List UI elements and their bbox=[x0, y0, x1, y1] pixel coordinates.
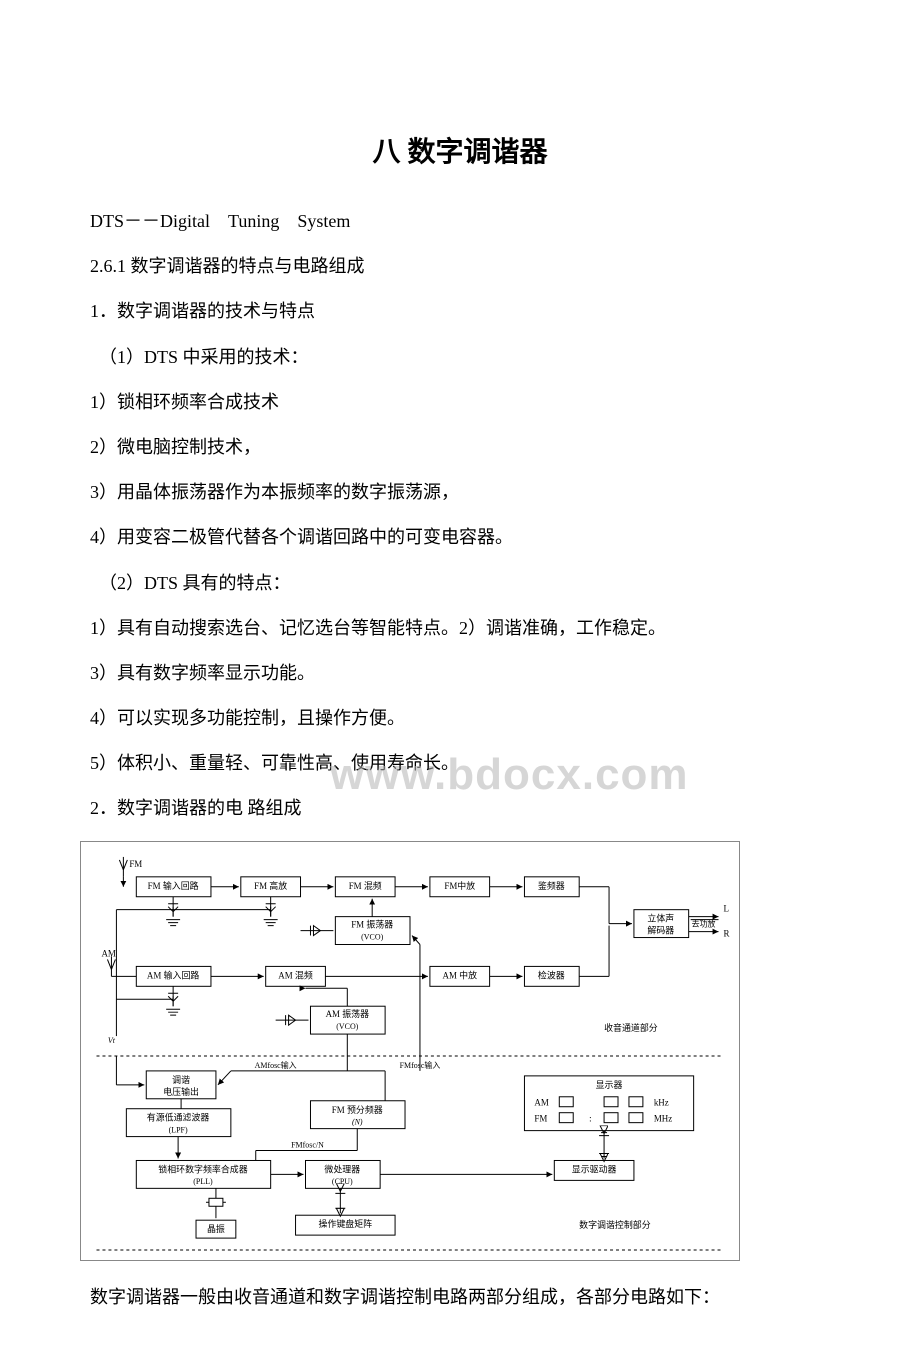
varactor-icon bbox=[166, 986, 180, 1015]
fm-antenna-label: FM bbox=[129, 859, 142, 869]
fm-vco-label: (VCO) bbox=[361, 932, 383, 941]
am-vco-label: (VCO) bbox=[336, 1022, 358, 1031]
fm-osc-block: FM 振荡器 bbox=[351, 918, 393, 929]
block-diagram: FM FM 输入回路 FM 高放 FM 混频 FM中放 鉴频器 FM 振荡器 (… bbox=[80, 841, 830, 1266]
text-line: 3）用晶体振荡器作为本振频率的数字振荡源， bbox=[90, 471, 830, 514]
mhz-label: MHz bbox=[654, 1113, 672, 1123]
text-line: 2）微电脑控制技术， bbox=[90, 426, 830, 469]
disp-drv-block: 显示驱动器 bbox=[572, 1164, 617, 1174]
text-line: 4）可以实现多功能控制，且操作方便。 bbox=[90, 697, 830, 740]
crystal-icon bbox=[206, 1198, 226, 1206]
lpf-label: (LPF) bbox=[169, 1125, 188, 1134]
tuning-block: 调谐 bbox=[172, 1075, 190, 1085]
fm-fn-label: FMfosc/N bbox=[291, 1140, 324, 1149]
text-line: 5）体积小、重量轻、可靠性高、使用寿命长。 bbox=[90, 742, 830, 785]
varactor-icon bbox=[166, 896, 180, 925]
radio-section-label: 收音通道部分 bbox=[604, 1022, 658, 1033]
text-line: 2.6.1 数字调谐器的特点与电路组成 bbox=[90, 245, 830, 288]
ctrl-section-label: 数字调谐控制部分 bbox=[579, 1219, 651, 1230]
display-block: 显示器 bbox=[596, 1080, 623, 1090]
am-input-block: AM 输入回路 bbox=[147, 969, 199, 980]
pll-label: (PLL) bbox=[193, 1177, 213, 1186]
fm-disc-block: 鉴频器 bbox=[538, 879, 565, 890]
l-output-label: L bbox=[723, 903, 728, 913]
am-antenna-label: AM bbox=[101, 948, 115, 958]
cpu-block: 微处理器 bbox=[324, 1163, 360, 1174]
prediv-block: FM 预分频器 bbox=[332, 1103, 383, 1114]
prediv-n-label: (N) bbox=[352, 1117, 363, 1126]
pll-block: 锁相环数字频率合成器 bbox=[158, 1163, 247, 1174]
text-line: 1．数字调谐器的技术与特点 bbox=[90, 290, 830, 333]
keyboard-block: 操作键盘矩阵 bbox=[318, 1218, 372, 1229]
text-line: （2）DTS 具有的特点： bbox=[90, 562, 830, 605]
svg-text::: : bbox=[589, 1113, 591, 1123]
text-line: DTS－－Digital Tuning System bbox=[90, 200, 830, 243]
am-mix-block: AM 混频 bbox=[278, 969, 313, 980]
text-line: 4）用变容二极管代替各个调谐回路中的可变电容器。 bbox=[90, 516, 830, 559]
am-fosc-label: AMfosc输入 bbox=[255, 1059, 297, 1069]
text-line: 2．数字调谐器的电 路组成 bbox=[90, 787, 830, 830]
fm-amp-block: FM 高放 bbox=[254, 879, 287, 890]
text-line: 3）具有数字频率显示功能。 bbox=[90, 652, 830, 695]
text-line: 1）具有自动搜索选台、记忆选台等智能特点。2）调谐准确，工作稳定。 bbox=[90, 607, 830, 650]
stereo-decoder-label: 解码器 bbox=[647, 924, 674, 935]
text-line: 数字调谐器一般由收音通道和数字调谐控制电路两部分组成，各部分电路如下： bbox=[90, 1276, 830, 1319]
stereo-decoder-block: 立体声 bbox=[647, 912, 674, 923]
fm-input-block: FM 输入回路 bbox=[148, 879, 199, 890]
r-output-label: R bbox=[723, 928, 729, 938]
am-det-block: 检波器 bbox=[538, 969, 565, 980]
fm-mix-block: FM 混频 bbox=[349, 879, 382, 890]
am-disp-label: AM bbox=[534, 1097, 548, 1107]
am-osc-block: AM 振荡器 bbox=[326, 1008, 370, 1019]
am-if-block: AM 中放 bbox=[443, 969, 478, 980]
lpf-block: 有源低通滤波器 bbox=[147, 1111, 210, 1122]
khz-label: kHz bbox=[654, 1097, 669, 1107]
varactor-icon bbox=[264, 896, 278, 925]
text-line: （1）DTS 中采用的技术： bbox=[90, 336, 830, 379]
fm-disp-label: FM bbox=[534, 1113, 547, 1123]
page-title: 八 数字调谐器 bbox=[90, 130, 830, 170]
cpu-label: (CPU) bbox=[332, 1177, 353, 1186]
fm-if-block: FM中放 bbox=[444, 879, 475, 890]
xtal-block: 晶振 bbox=[207, 1223, 225, 1234]
text-line: 1）锁相环频率合成技术 bbox=[90, 381, 830, 424]
volt-out-label: 电压输出 bbox=[163, 1085, 199, 1096]
vt-label: Vt bbox=[108, 1036, 116, 1045]
